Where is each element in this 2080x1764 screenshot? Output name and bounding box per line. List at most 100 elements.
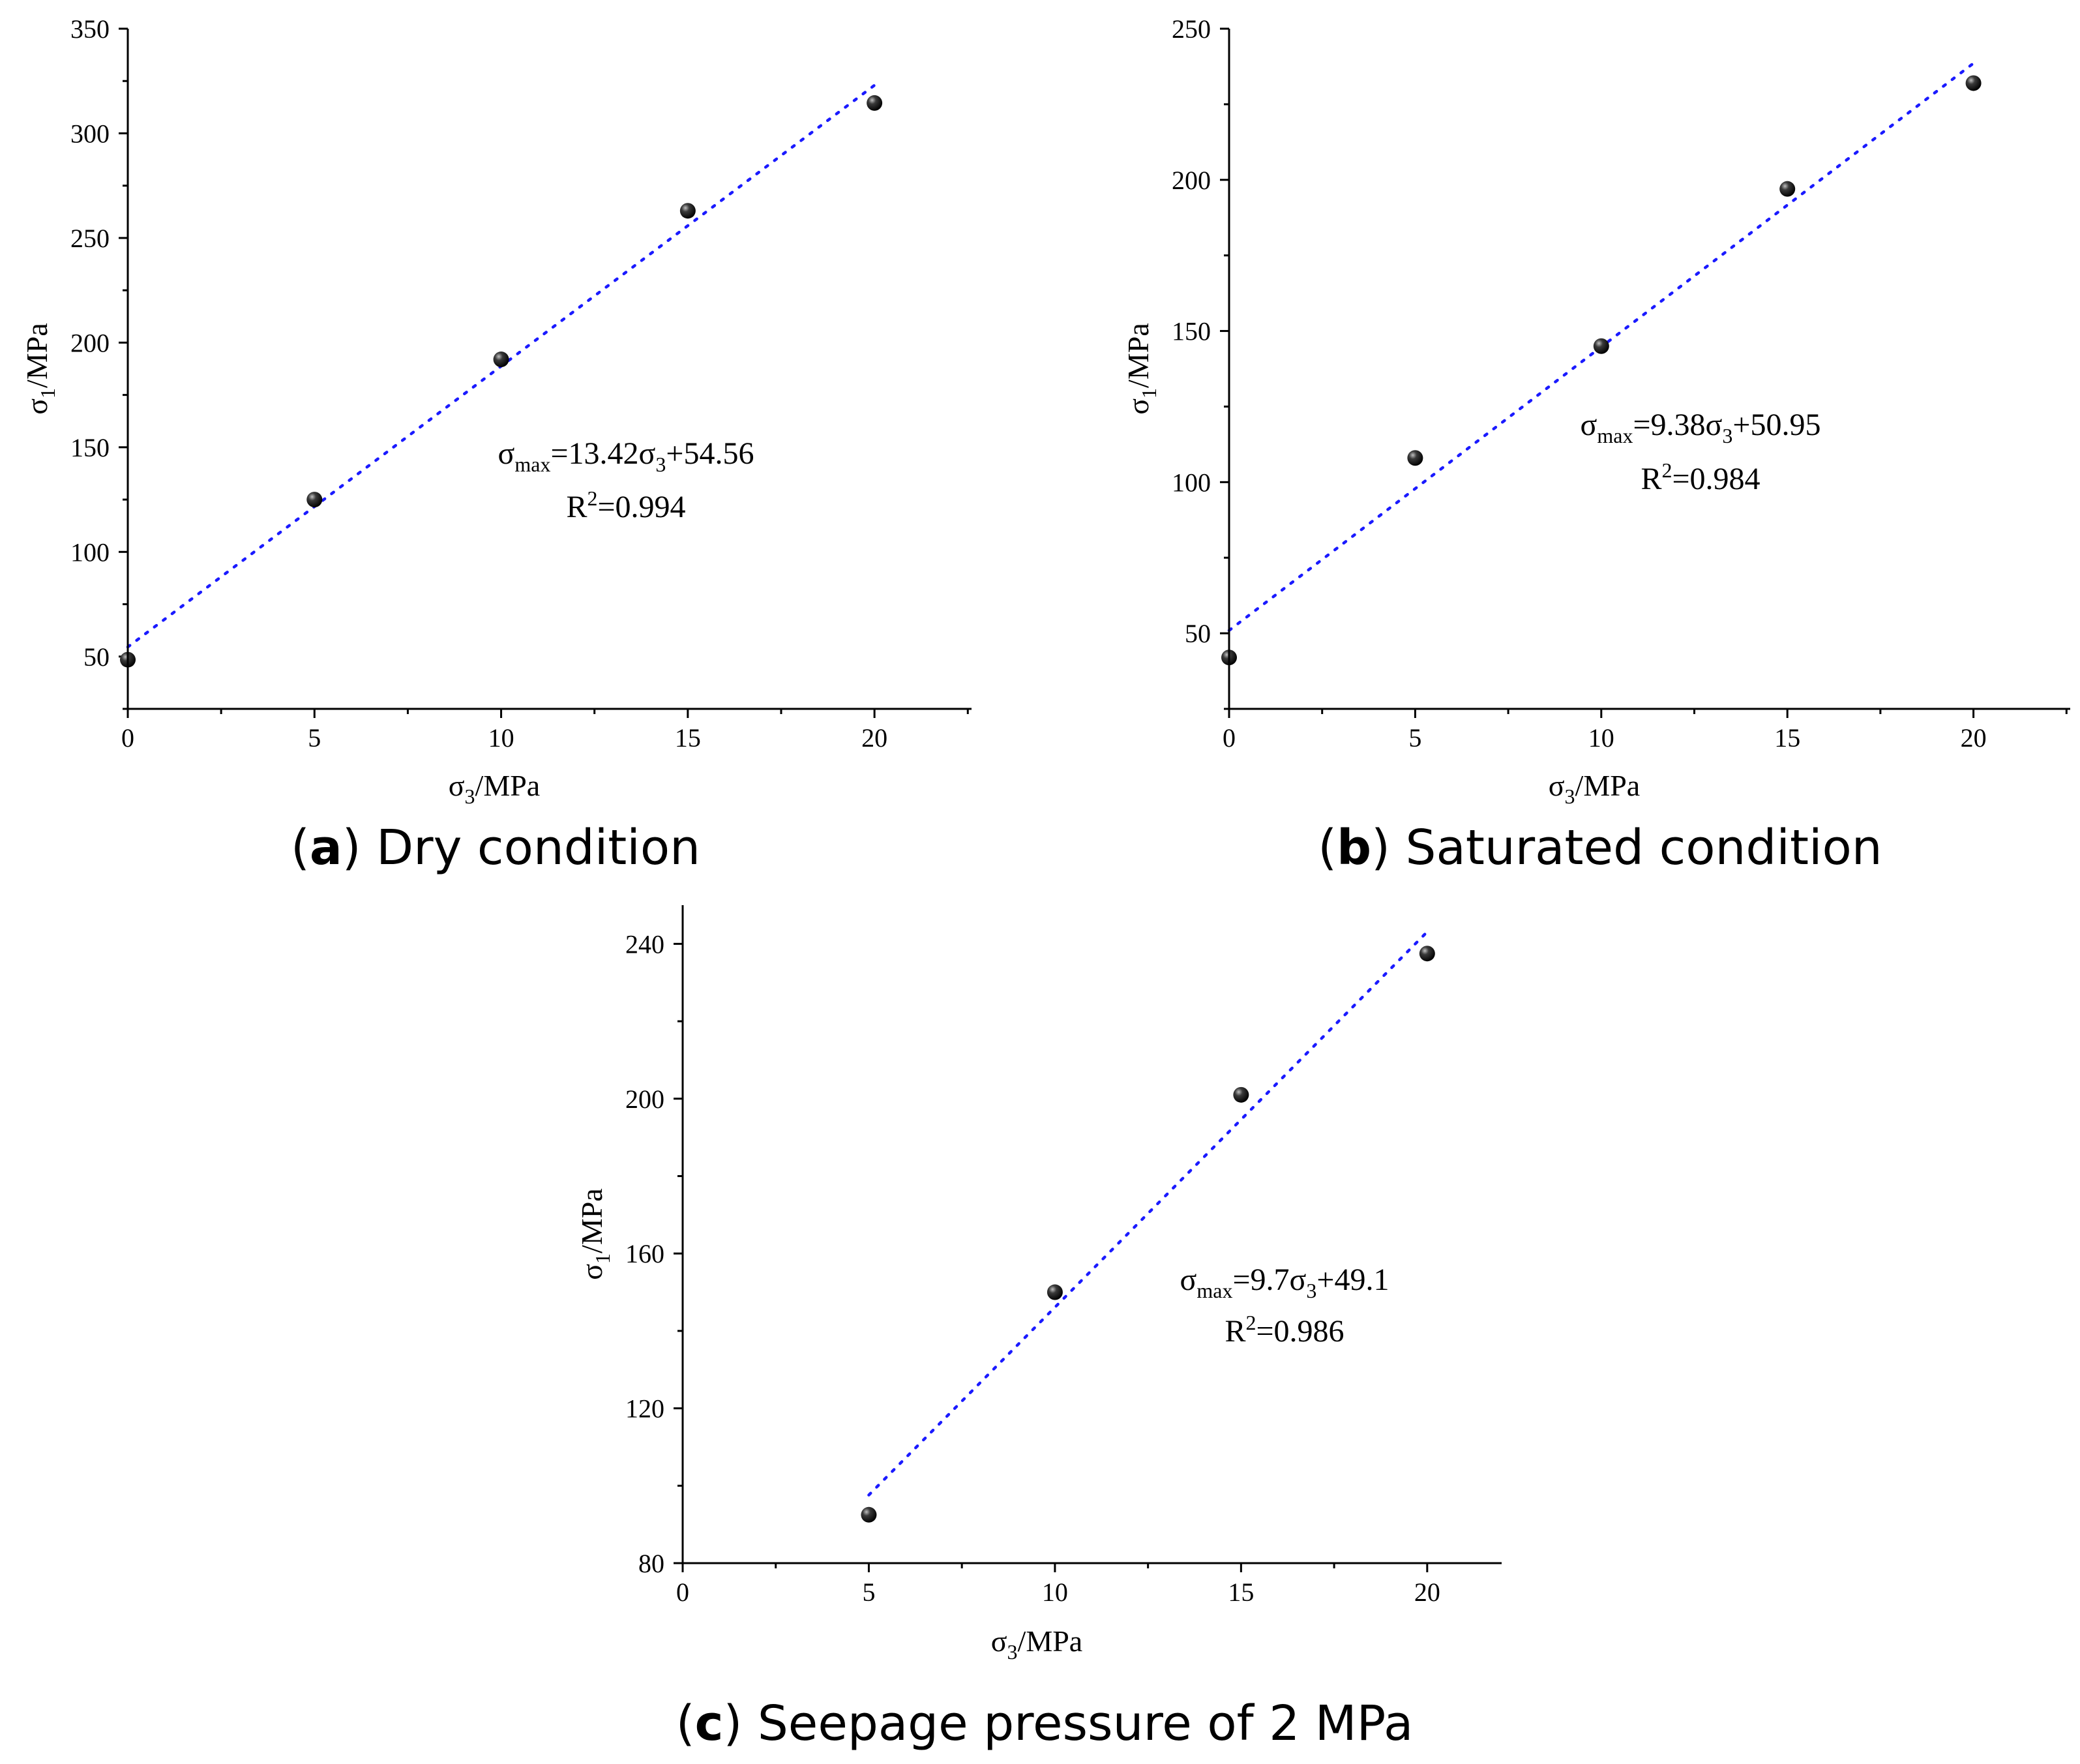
panel-c-x-title: σ3/MPa [991, 1624, 1082, 1664]
panel-c-eq-rhs: +49.1 [1316, 1263, 1389, 1297]
panel-a-x-tick-label: 20 [861, 723, 887, 753]
panel-c-y-title-base: σ [575, 1264, 608, 1280]
panel-a-caption-text: Dry condition [361, 820, 700, 876]
panel-c-equation: σmax=9.7σ3+49.1 [1180, 1263, 1389, 1302]
panel-c-y-title-unit: /MPa [575, 1188, 608, 1253]
panel-a-eq-sub2: 3 [655, 453, 666, 476]
panel-b-y-title-sub: 1 [1137, 388, 1161, 398]
panel-b-y-tick-label: 50 [1185, 619, 1211, 648]
panel-c-x-title-unit: /MPa [1018, 1624, 1083, 1658]
panel-c-r2-base: R [1225, 1314, 1245, 1349]
panel-c-x-title-sub: 3 [1007, 1640, 1018, 1664]
panel-b-y-tick-label: 150 [1172, 317, 1211, 346]
panel-c-y-tick-label: 240 [625, 929, 664, 959]
panel-c-x-title-base: σ [991, 1624, 1007, 1658]
panel-c-x-tick-label: 20 [1414, 1577, 1440, 1607]
panel-b-caption-text: Saturated condition [1390, 820, 1882, 876]
panel-a-y-tick-label: 200 [70, 328, 110, 357]
panel-c-data-point [861, 1506, 877, 1523]
panel-b-equation: σmax=9.38σ3+50.95 [1581, 408, 1821, 447]
panel-b-r2-sup: 2 [1661, 458, 1672, 482]
panel-b-y-tick-label: 200 [1172, 166, 1211, 195]
panel-c-eq-sub: max [1196, 1279, 1232, 1302]
panel-c-r2-value: =0.986 [1256, 1314, 1344, 1349]
panel-b-x-tick-label: 0 [1223, 723, 1236, 753]
panel-b-data-point [1965, 75, 1982, 91]
panel-a-y-tick-label: 300 [70, 119, 110, 148]
panel-a-y-tick-label: 350 [70, 14, 110, 44]
panel-a-x-title-unit: /MPa [475, 769, 541, 802]
panel-b-points [1221, 75, 1982, 666]
panel-c-fit-line [867, 930, 1429, 1497]
panel-a-eq-mid: =13.42σ [550, 436, 655, 471]
panel-c-y-title-sub: 1 [591, 1253, 614, 1264]
panel-b-r2-value: =0.984 [1672, 462, 1760, 496]
panel-a-eq-sub: max [514, 453, 550, 476]
panel-b-eq-mid: =9.38σ [1633, 408, 1722, 442]
panel-b-eq-sub: max [1597, 424, 1633, 447]
panel-c-x-tick-label: 0 [676, 1577, 689, 1607]
panel-b-eq-lhs: σ [1581, 408, 1597, 442]
panel-c-y-title: σ1/MPa [575, 1188, 614, 1279]
panel-a-x-title-sub: 3 [465, 785, 475, 808]
panel-b-x-title-unit: /MPa [1575, 769, 1641, 802]
panel-a-y-title-unit: /MPa [20, 323, 53, 388]
panel-a-data-point [493, 351, 509, 368]
panel-c-eq-mid: =9.7σ [1232, 1263, 1306, 1297]
panel-a-grid-ticks: 0 5 10 15 20 50 100 150 200 250 300 350 [70, 14, 969, 753]
panel-b-grid-ticks: 0 5 10 15 20 50 100 150 200 250 [1172, 14, 2068, 753]
panel-a-y-title-sub: 1 [36, 388, 59, 398]
panel-c-caption: (c) Seepage pressure of 2 MPa [676, 1696, 1414, 1752]
panel-c-data-point [1047, 1284, 1063, 1300]
panel-a-x-tick-label: 10 [488, 723, 514, 753]
panel-a-eq-lhs: σ [498, 436, 515, 471]
panel-c-data-point [1233, 1086, 1249, 1103]
panel-b-caption-letter: b [1337, 820, 1371, 876]
panel-b-x-tick-label: 20 [1961, 723, 1987, 753]
panel-b-x-tick-label: 15 [1774, 723, 1800, 753]
panel-c-grid-ticks: 0 5 10 15 20 80 120 160 200 240 [625, 929, 1440, 1607]
panel-b-y-tick-label: 250 [1172, 14, 1211, 44]
panel-b-x-title-base: σ [1549, 769, 1565, 802]
panel-b-r2: R2=0.984 [1641, 458, 1760, 496]
panel-b-r2-base: R [1641, 462, 1661, 496]
panel-b-x-tick-label: 10 [1588, 723, 1614, 753]
panel-a-data-point [679, 203, 696, 219]
panel-b-data-point [1593, 338, 1609, 354]
panel-a-y-title: σ1/MPa [20, 323, 59, 414]
panel-a-r2: R2=0.994 [566, 486, 685, 524]
panel-b-x-title-sub: 3 [1565, 785, 1575, 808]
panel-b-data-point [1407, 450, 1423, 466]
panel-a-eq-rhs: +54.56 [666, 436, 754, 471]
panel-c-caption-letter: c [695, 1696, 724, 1752]
panel-a-data-point [306, 492, 323, 508]
panel-c-r2-sup: 2 [1245, 1311, 1256, 1334]
panel-c-y-tick-label: 80 [638, 1549, 664, 1578]
panel-a-r2-base: R [566, 490, 587, 524]
panel-a-points [120, 95, 883, 668]
panel-a-caption-letter: a [310, 820, 342, 876]
panel-b-eq-rhs: +50.95 [1732, 408, 1820, 442]
panel-a-x-tick-label: 5 [308, 723, 321, 753]
panel-b-y-tick-label: 100 [1172, 468, 1211, 497]
panel-c-eq-sub2: 3 [1306, 1279, 1316, 1302]
panel-a-r2-sup: 2 [587, 486, 597, 510]
panel-b-caption: (b) Saturated condition [1318, 820, 1882, 876]
panel-c-points [861, 946, 1435, 1523]
panel-a-equation: σmax=13.42σ3+54.56 [498, 436, 754, 476]
panel-a-x-title-base: σ [449, 769, 465, 802]
panel-a-y-tick-label: 100 [70, 537, 110, 567]
panel-a-r2-value: =0.994 [597, 490, 685, 524]
panel-b-y-title-unit: /MPa [1122, 323, 1155, 388]
panel-c-x-tick-label: 15 [1228, 1577, 1254, 1607]
panel-c-r2: R2=0.986 [1225, 1311, 1344, 1349]
panel-b-y-title: σ1/MPa [1122, 323, 1161, 414]
panel-b-y-title-base: σ [1122, 398, 1155, 415]
panel-a-x-title: σ3/MPa [449, 769, 540, 808]
panel-a-y-tick-label: 150 [70, 433, 110, 462]
panel-c-data-point [1419, 946, 1435, 962]
